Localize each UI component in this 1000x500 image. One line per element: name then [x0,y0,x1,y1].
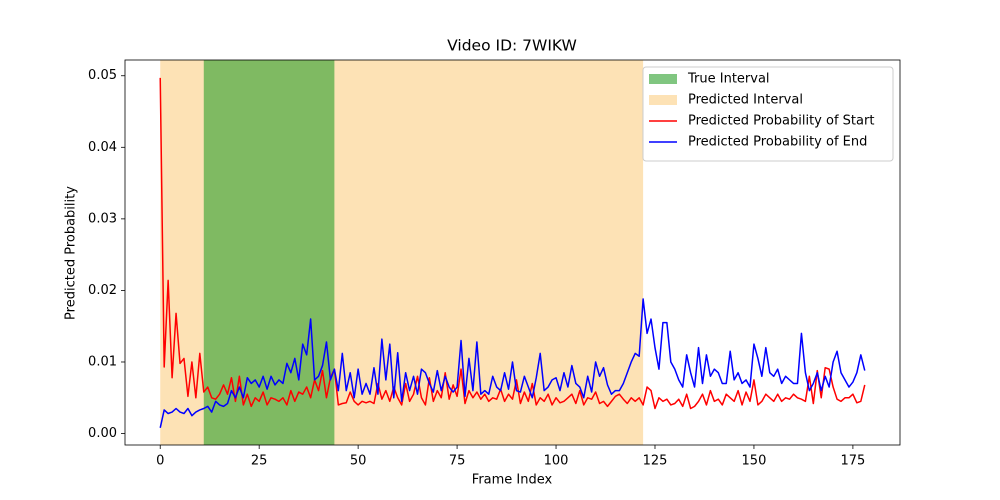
y-axis-label: Predicted Probability [64,186,79,320]
x-tick-label: 100 [544,454,569,469]
legend-label: True Interval [687,72,770,87]
y-tick-label: 0.01 [88,354,117,369]
x-axis-label: Frame Index [472,473,553,488]
x-tick-label: 150 [742,454,767,469]
y-tick-label: 0.02 [88,283,117,298]
legend-box [642,66,894,162]
legend: True Interval Predicted Interval Predicted… [642,66,894,162]
x-tick-label: 0 [156,454,164,469]
x-tick-label: 125 [643,454,668,469]
legend-label: Predicted Probability of Start [688,114,874,129]
legend-label: Predicted Interval [688,93,803,108]
plot-frame [124,59,901,446]
legend-label: Predicted Probability of End [688,135,867,150]
legend-swatch [649,95,677,105]
y-tick-label: 0.05 [88,68,117,83]
y-tick-label: 0.04 [88,140,117,155]
y-tick-label: 0.03 [88,211,117,226]
chart-title: Video ID: 7WIKW [447,37,577,55]
x-tick-label: 175 [840,454,865,469]
x-tick-label: 75 [449,454,466,469]
y-tick-label: 0.00 [88,426,117,441]
series-line [159,298,866,428]
series-line [159,77,866,410]
legend-swatch [649,74,677,84]
x-tick-label: 25 [251,454,268,469]
x-tick-label: 50 [350,454,367,469]
